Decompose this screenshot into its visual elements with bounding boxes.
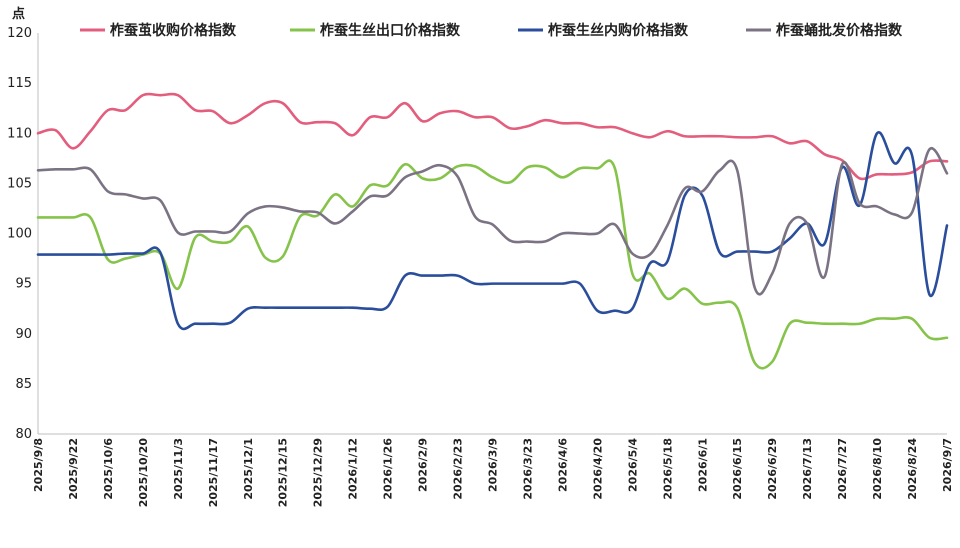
x-tick-label: 2025/11/17 (207, 438, 220, 507)
series-line-1 (36, 92, 949, 181)
x-tick-label: 2026/2/9 (417, 438, 430, 492)
series-line-2 (36, 159, 949, 370)
x-tick-label: 2026/2/23 (452, 438, 465, 500)
x-tick-label: 2026/5/18 (661, 438, 674, 500)
x-tick-label: 2026/3/9 (487, 438, 500, 492)
x-tick-label: 2026/8/10 (871, 438, 884, 500)
y-tick-label: 80 (15, 427, 32, 442)
y-tick-label: 110 (7, 126, 32, 141)
y-tick-label: 95 (15, 277, 32, 292)
y-tick-label: 85 (15, 377, 32, 392)
x-tick-label: 2026/7/13 (801, 438, 814, 500)
x-tick-label: 2025/9/8 (32, 438, 45, 492)
x-tick-label: 2026/7/27 (836, 438, 849, 500)
legend-label: 柞蚕蛹批发价格指数 (776, 22, 903, 39)
x-tick-label: 2026/5/4 (626, 438, 639, 492)
x-tick-label: 2026/4/20 (591, 438, 604, 500)
x-tick-label: 2026/6/15 (731, 438, 744, 500)
x-tick-label: 2026/4/6 (556, 438, 569, 492)
x-tick-label: 2026/9/7 (941, 438, 954, 492)
legend-item-1: 柞蚕茧收购价格指数 (80, 22, 237, 39)
x-tick-label: 2025/12/15 (277, 438, 290, 507)
x-tick-label: 2025/11/3 (172, 438, 185, 500)
x-tick-label: 2025/10/6 (102, 438, 115, 500)
legend-item-4: 柞蚕蛹批发价格指数 (746, 22, 903, 39)
legend-label: 柞蚕生丝出口价格指数 (320, 22, 461, 39)
legend-item-3: 柞蚕生丝内购价格指数 (518, 22, 689, 39)
legend-label: 柞蚕茧收购价格指数 (110, 22, 237, 39)
x-tick-label: 2025/10/20 (137, 438, 150, 508)
x-tick-label: 2026/6/1 (696, 438, 709, 492)
x-tick-label: 2025/9/22 (67, 438, 80, 500)
y-axis-unit: 点 (12, 6, 25, 22)
y-axis: 80 85 90 95 100 105 110 115 120 (7, 26, 39, 442)
legend-label: 柞蚕生丝内购价格指数 (548, 22, 689, 39)
y-tick-label: 105 (7, 176, 32, 191)
series-line-4 (36, 146, 949, 296)
plot-area (36, 92, 949, 370)
x-tick-label: 2026/8/24 (906, 438, 919, 500)
x-tick-label: 2026/1/12 (347, 438, 360, 500)
legend: 柞蚕茧收购价格指数 柞蚕生丝出口价格指数 柞蚕生丝内购价格指数 柞蚕蛹批发价格指数 (80, 22, 903, 39)
x-tick-label: 2026/6/29 (766, 438, 779, 500)
x-tick-label: 2025/12/29 (312, 438, 325, 507)
x-tick-label: 2026/1/26 (382, 438, 395, 500)
x-axis: 2025/9/8 2025/9/22 2025/10/6 2025/10/20 2025… (32, 433, 954, 508)
y-tick-label: 120 (7, 26, 32, 41)
y-tick-label: 100 (7, 227, 32, 242)
x-tick-label: 2026/3/23 (521, 438, 534, 500)
x-tick-label: 2025/12/1 (242, 438, 255, 500)
y-tick-label: 115 (7, 76, 32, 91)
y-tick-label: 90 (15, 327, 32, 342)
legend-item-2: 柞蚕生丝出口价格指数 (290, 22, 461, 39)
